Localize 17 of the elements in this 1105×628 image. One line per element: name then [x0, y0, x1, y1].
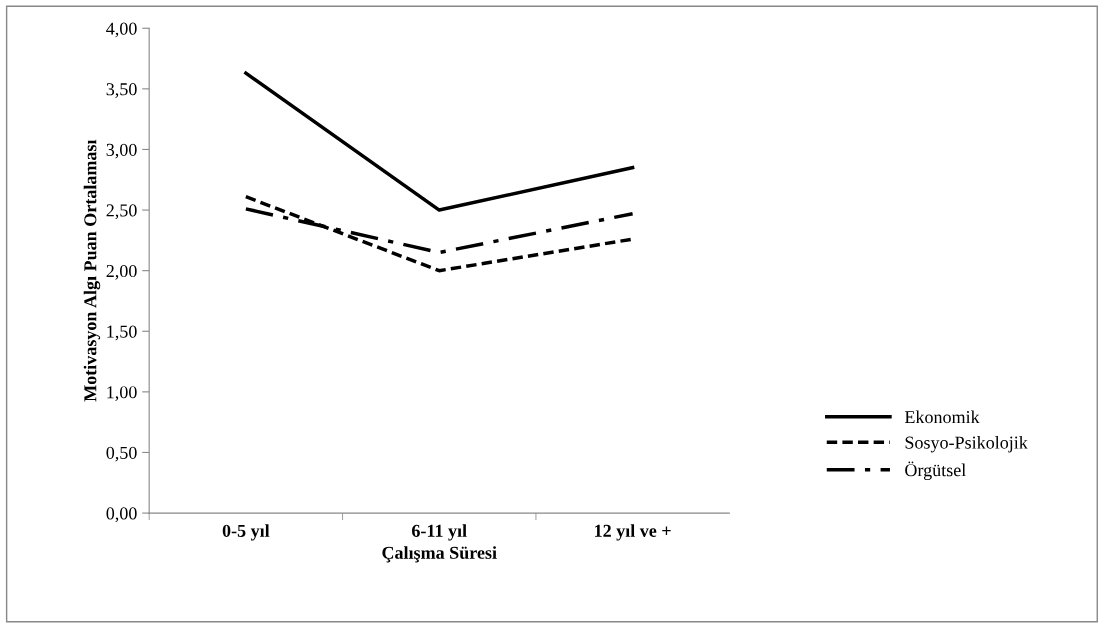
x-tick-label: 12 yıl ve +: [595, 524, 671, 541]
x-tick-label: 0-5 yıl: [222, 524, 270, 541]
y-tick-label: 1,50: [107, 325, 137, 341]
legend-label: Örgütsel: [905, 461, 966, 481]
y-tick-label: 1,00: [107, 386, 137, 401]
y-tick-label: 2,00: [106, 264, 137, 280]
x-axis-title: Çalışma Süresi: [382, 546, 497, 563]
y-tick-label: 0,00: [106, 507, 137, 523]
y-tick-label: 4,00: [106, 22, 137, 38]
y-tick-label: 3,00: [106, 143, 137, 159]
legend-label: Sosyo-Psikolojik: [905, 436, 1028, 453]
legend-label: Ekonomik: [904, 410, 980, 424]
x-tick-label: 6-11 yıl: [412, 524, 467, 541]
y-axis-title: Motivasyon Algı Puan Ortalaması: [83, 139, 101, 402]
y-tick-label: 2,50: [106, 204, 137, 220]
y-tick-label: 0,50: [106, 446, 137, 462]
y-tick-label: 3,50: [106, 83, 137, 98]
